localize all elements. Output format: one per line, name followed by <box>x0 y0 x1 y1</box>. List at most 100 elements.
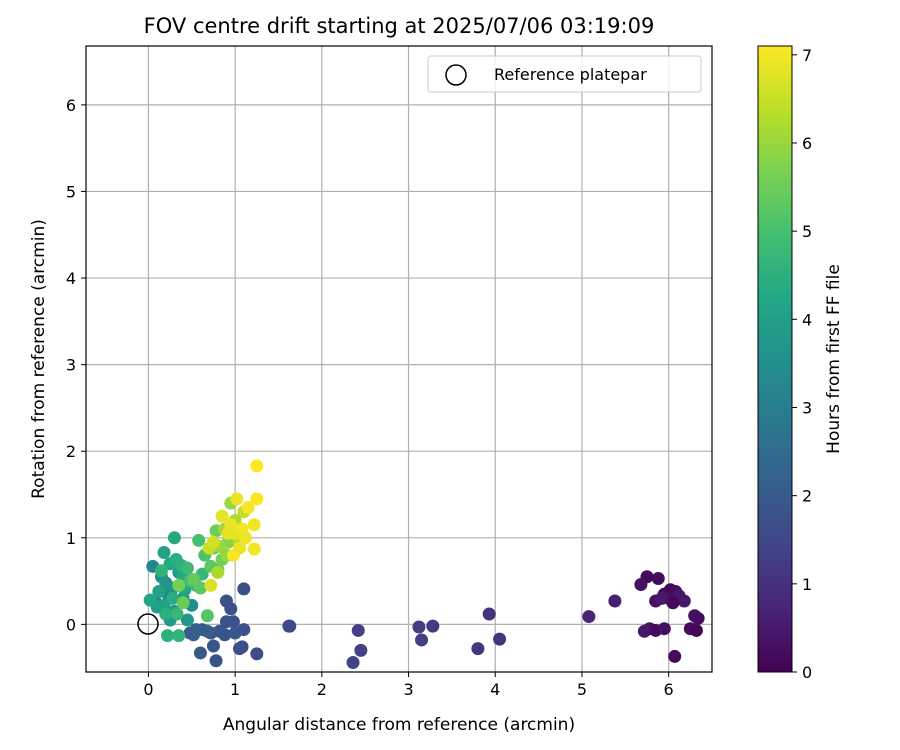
colorbar-tick-label: 6 <box>802 134 812 153</box>
data-point <box>206 535 220 549</box>
data-point <box>157 546 171 560</box>
data-point <box>493 632 507 646</box>
data-point <box>247 542 261 556</box>
data-point <box>206 639 220 653</box>
colorbar-tick-label: 7 <box>802 46 812 65</box>
colorbar-tick-label: 3 <box>802 398 812 417</box>
data-point <box>192 533 206 547</box>
data-point <box>172 629 186 643</box>
data-point <box>232 642 246 656</box>
data-point <box>180 613 194 627</box>
data-point <box>608 594 622 608</box>
data-point <box>143 593 157 607</box>
data-point <box>159 607 173 621</box>
data-point <box>200 624 214 638</box>
data-point <box>637 624 651 638</box>
y-tick-label: 2 <box>66 442 76 461</box>
legend-entry-reference-platepar: Reference platepar <box>494 65 647 84</box>
data-point <box>219 594 233 608</box>
colorbar-label: Hours from first FF file <box>824 264 844 454</box>
data-point <box>677 594 691 608</box>
data-point <box>415 633 429 647</box>
legend-box <box>427 55 702 93</box>
data-point <box>426 619 440 633</box>
x-tick-label: 1 <box>230 680 240 699</box>
data-point <box>193 646 207 660</box>
data-point <box>582 610 596 624</box>
data-point <box>170 607 184 621</box>
data-point <box>209 654 223 668</box>
data-points <box>143 459 705 669</box>
y-tick-label: 5 <box>66 182 76 201</box>
y-tick-label: 6 <box>66 96 76 115</box>
data-point <box>471 642 485 656</box>
colorbar: 0 1 2 3 4 5 6 7 Hours from first FF file <box>757 45 844 682</box>
data-point <box>189 623 203 637</box>
x-axis-label: Angular distance from reference (arcmin) <box>223 715 575 735</box>
colorbar-tick-label: 5 <box>802 222 812 241</box>
data-point <box>166 591 180 605</box>
data-point <box>230 492 244 506</box>
x-tick-label: 4 <box>490 680 500 699</box>
data-point <box>651 571 665 585</box>
colorbar-tick-label: 4 <box>802 310 812 329</box>
data-point <box>152 584 166 598</box>
data-point <box>215 509 229 523</box>
data-point <box>154 564 168 578</box>
data-point <box>250 647 264 661</box>
data-point <box>239 531 253 545</box>
reference-platepar-marker <box>137 613 159 635</box>
y-tick-label: 4 <box>66 269 76 288</box>
y-tick-label: 0 <box>66 615 76 634</box>
colorbar-ticks: 0 1 2 3 4 5 6 7 <box>792 46 812 682</box>
data-point <box>250 492 264 506</box>
colorbar-tick-label: 1 <box>802 575 812 594</box>
data-point <box>228 626 242 640</box>
data-point <box>219 615 233 629</box>
colorbar-tick-label: 0 <box>802 663 812 682</box>
x-tick-label: 5 <box>577 680 587 699</box>
data-point <box>351 623 365 637</box>
data-point <box>204 578 218 592</box>
data-point <box>172 578 186 592</box>
data-point <box>221 526 235 540</box>
data-point <box>655 591 669 605</box>
x-tick-label: 3 <box>403 680 413 699</box>
grid <box>86 46 712 672</box>
data-point <box>689 623 703 637</box>
data-point <box>657 622 671 636</box>
y-tick-label: 1 <box>66 529 76 548</box>
data-point <box>346 655 360 669</box>
colorbar-gradient <box>757 45 793 673</box>
data-point <box>232 541 246 555</box>
data-point <box>180 561 194 575</box>
colorbar-tick-label: 2 <box>802 487 812 506</box>
data-point <box>241 500 255 514</box>
data-point <box>247 518 261 532</box>
data-point <box>412 620 426 634</box>
data-point <box>167 531 181 545</box>
x-tick-label: 6 <box>664 680 674 699</box>
axis-ticks: 0 1 2 3 4 5 6 0 1 2 3 4 5 6 <box>66 96 674 699</box>
data-point <box>482 607 496 621</box>
x-tick-label: 0 <box>143 680 153 699</box>
legend-marker-icon <box>445 64 467 86</box>
data-point <box>250 459 264 473</box>
y-axis-label: Rotation from reference (arcmin) <box>29 219 49 499</box>
data-point <box>193 581 207 595</box>
data-point <box>354 643 368 657</box>
data-point <box>211 565 225 579</box>
data-point <box>237 582 251 596</box>
y-tick-label: 3 <box>66 356 76 375</box>
data-point <box>187 572 201 586</box>
data-point <box>634 578 648 592</box>
legend: Reference platepar <box>427 55 702 93</box>
data-point <box>666 596 680 610</box>
data-point <box>176 596 190 610</box>
data-point <box>200 609 214 623</box>
data-point <box>283 619 297 633</box>
plot-frame <box>85 45 713 673</box>
data-point <box>161 629 175 643</box>
data-point <box>691 611 705 625</box>
